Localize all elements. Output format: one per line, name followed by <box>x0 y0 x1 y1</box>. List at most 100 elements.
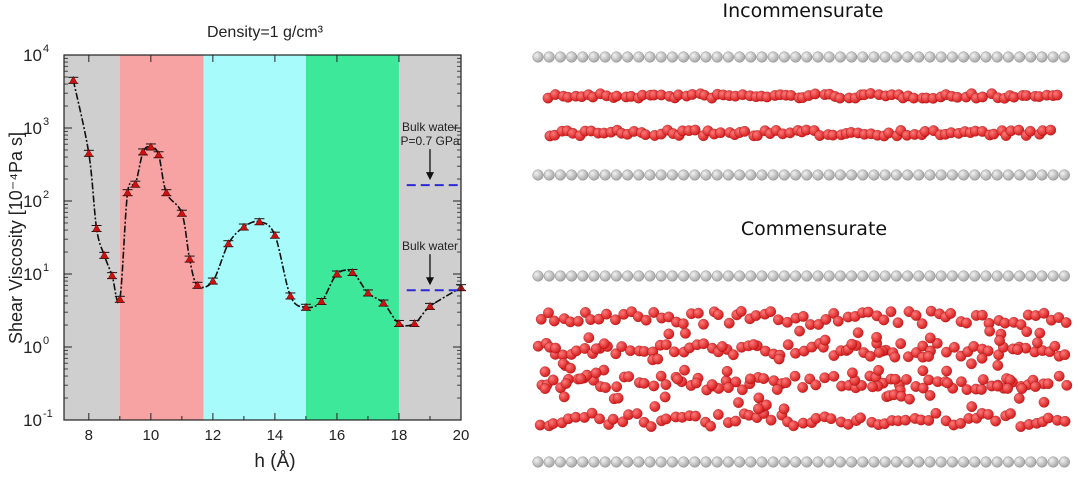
data-point <box>184 254 195 263</box>
water-atom <box>966 358 977 370</box>
wall-atom <box>633 169 645 181</box>
wall-atom <box>599 270 611 282</box>
water-atom <box>941 346 952 358</box>
water-atom <box>1049 340 1061 352</box>
wall-atom <box>711 456 723 468</box>
water-atom <box>852 327 864 339</box>
triangle-marker <box>332 269 342 278</box>
wall-atom <box>588 169 600 181</box>
wall-atom <box>913 51 925 63</box>
wall-atom <box>902 51 914 63</box>
water-atom <box>916 318 928 330</box>
triangle-marker <box>192 280 202 289</box>
triangle-marker <box>410 318 419 327</box>
water-atom <box>923 415 935 426</box>
water-atom <box>693 307 704 319</box>
water-atom <box>1061 379 1073 391</box>
triangle-marker <box>138 147 148 156</box>
wall-atom <box>1014 270 1026 282</box>
water-atom <box>583 332 595 344</box>
water-atom <box>1060 317 1072 328</box>
wall-atom <box>767 169 779 181</box>
region-band-2 <box>203 55 306 420</box>
triangle-marker <box>146 142 156 151</box>
wall-atom <box>801 169 813 181</box>
water-atom <box>961 317 972 329</box>
wall-atom <box>857 456 869 468</box>
water-atom <box>895 338 907 349</box>
water-atom <box>712 309 724 321</box>
wall-atom <box>924 51 936 63</box>
water-atom <box>648 307 660 318</box>
wall-atom <box>756 456 768 468</box>
water-atom <box>690 410 701 422</box>
water-atom <box>1038 396 1050 408</box>
y-tick-label: 10 <box>23 192 42 211</box>
wall-atom <box>622 51 634 63</box>
water-atom <box>663 311 675 323</box>
wall-atom <box>946 51 958 63</box>
wall-atom <box>958 270 970 282</box>
triangle-marker <box>394 318 404 327</box>
wall-atom <box>846 51 858 63</box>
water-atom <box>788 420 799 432</box>
wall-atom <box>969 51 981 63</box>
wall-atom <box>879 51 891 63</box>
water-atom <box>871 331 882 343</box>
triangle-marker <box>379 298 388 307</box>
wall-atom <box>543 456 555 468</box>
wall-atom <box>935 169 947 181</box>
wall-atom <box>644 270 656 282</box>
wall-atom <box>1002 456 1014 468</box>
water-atom <box>828 370 840 382</box>
water-atom <box>640 314 652 326</box>
wall-atom <box>834 51 846 63</box>
water-atom <box>917 365 929 377</box>
water-atom <box>1030 381 1041 392</box>
water-atom <box>904 393 915 405</box>
wall-atom <box>1058 456 1070 468</box>
wall-atom <box>790 169 802 181</box>
triangle-marker <box>348 267 357 276</box>
water-atom <box>976 384 987 395</box>
water-atom <box>649 401 661 412</box>
water-atom <box>593 313 605 325</box>
water-atom <box>917 340 929 352</box>
data-point <box>91 223 102 233</box>
triangle-marker <box>130 179 140 188</box>
wall-atom <box>924 169 936 181</box>
commensurate-structure <box>532 270 1073 468</box>
wall-atom <box>734 169 746 181</box>
wall-atom <box>722 270 734 282</box>
wall-atom <box>857 169 869 181</box>
wall-atom <box>790 456 802 468</box>
wall-atom <box>801 270 813 282</box>
water-atom <box>982 409 994 420</box>
molecular-structure-panel: Incommensurate Commensurate <box>532 0 1073 468</box>
wall-atom <box>566 456 578 468</box>
data-point <box>223 239 234 248</box>
water-atom <box>565 362 576 374</box>
wall-atom <box>778 51 790 63</box>
water-atom <box>572 315 584 327</box>
water-atom <box>1015 319 1027 330</box>
triangle-marker <box>68 75 78 84</box>
water-atom <box>1053 370 1065 382</box>
region-band-0 <box>64 55 120 420</box>
triangle-marker <box>223 239 233 247</box>
triangle-marker <box>316 296 326 305</box>
wall-atom <box>890 169 902 181</box>
wall-atom <box>1036 456 1048 468</box>
water-atom <box>600 382 611 393</box>
wall-atom <box>745 456 757 468</box>
x-tick-label: 10 <box>143 427 160 444</box>
water-atom <box>982 345 994 357</box>
wall-atom <box>767 270 779 282</box>
wall-atom <box>946 270 958 282</box>
wall-atom <box>924 270 936 282</box>
y-tick-label: 10 <box>23 46 42 65</box>
water-atom <box>663 328 675 340</box>
water-atom <box>1059 415 1071 427</box>
commensurate-label: Commensurate <box>741 218 887 240</box>
